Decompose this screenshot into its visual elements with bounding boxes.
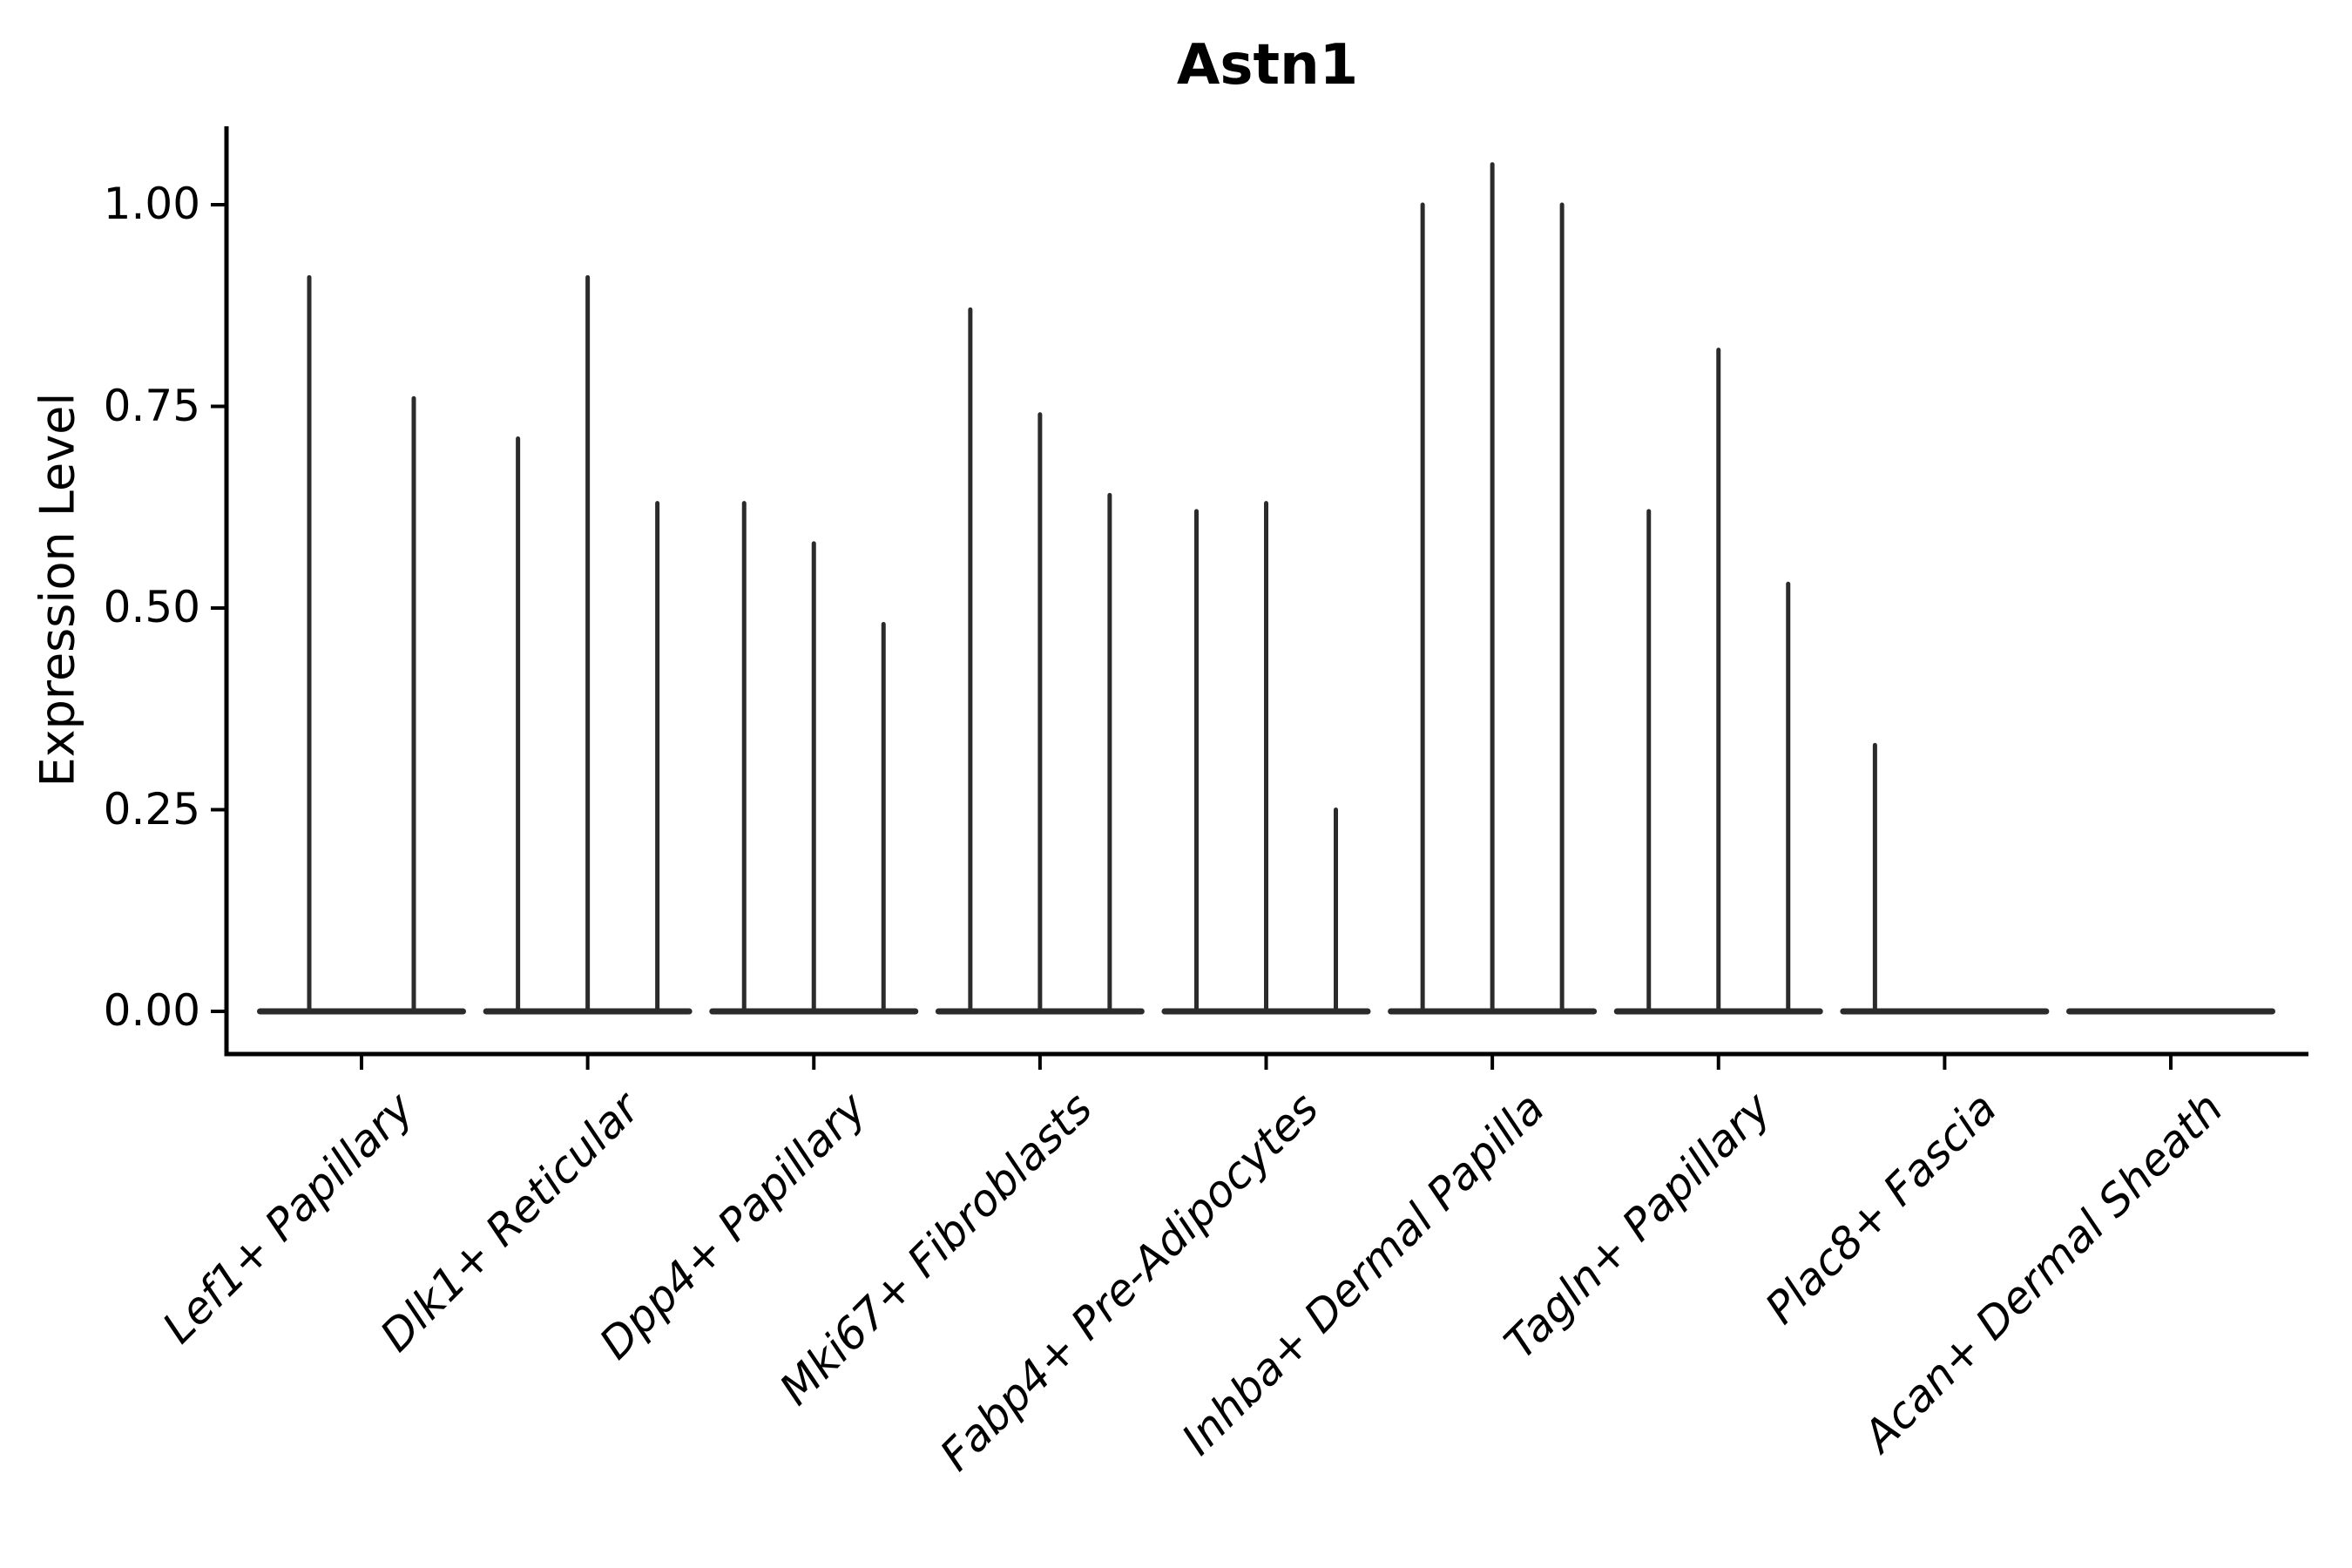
y-tick-label: 0.25 [103,783,200,835]
y-tick-label: 1.00 [103,178,200,229]
violin-baseline [2066,1008,2275,1015]
violin-baseline [1840,1008,2050,1015]
chart-title: Astn1 [1176,33,1359,98]
y-tick-label: 0.00 [103,984,200,1036]
y-tick-label: 0.50 [103,581,200,632]
violin-baseline [257,1008,466,1015]
y-tick-label: 0.75 [103,380,200,431]
